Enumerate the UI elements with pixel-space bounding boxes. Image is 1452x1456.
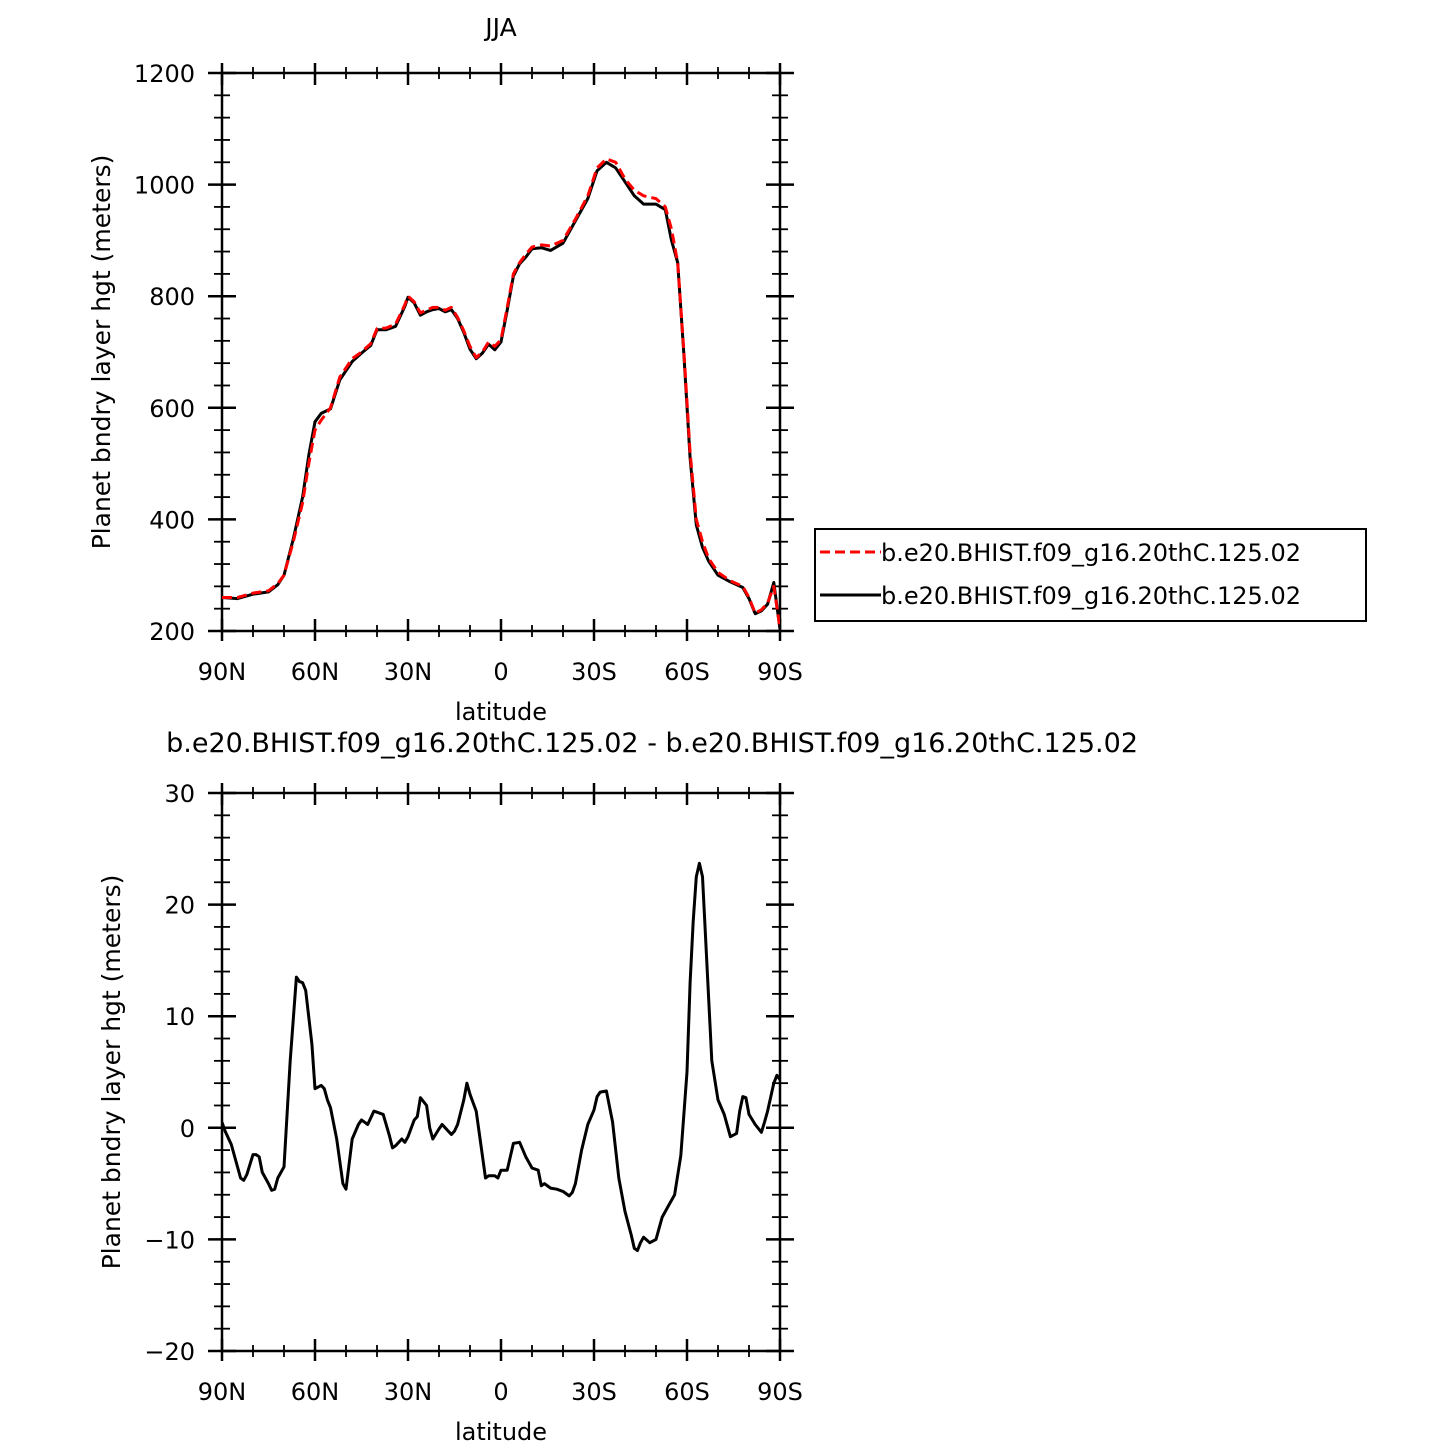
x-tick-label: 30S <box>571 658 617 686</box>
y-axis-label: Planet bndry layer hgt (meters) <box>87 155 116 550</box>
x-tick-label: 90N <box>198 1378 247 1406</box>
series-line-1 <box>222 861 780 1253</box>
series-line-1 <box>222 157 780 629</box>
x-tick-label: 60N <box>291 658 340 686</box>
y-tick-label: 200 <box>149 618 195 646</box>
y-tick-label: 1000 <box>134 172 195 200</box>
y-tick-label: −20 <box>144 1338 195 1366</box>
x-tick-label: 0 <box>493 1378 508 1406</box>
legend-box <box>814 528 1367 622</box>
x-tick-label: 30S <box>571 1378 617 1406</box>
legend: b.e20.BHIST.f09_g16.20thC.125.02 b.e20.BH… <box>814 528 1367 622</box>
x-tick-label: 60S <box>664 658 710 686</box>
x-tick-label: 90S <box>757 1378 803 1406</box>
x-tick-label: 30N <box>384 1378 433 1406</box>
panel-2: 90N 60N 30N 0 30S 60S 90S −20 −10 0 10 20 30 b.e20.BH… <box>97 728 1138 1446</box>
x-tick-label: 30N <box>384 658 433 686</box>
y-tick-label: 10 <box>164 1003 195 1031</box>
x-axis-label: latitude <box>455 1418 547 1446</box>
y-tick-label: 20 <box>164 892 195 920</box>
x-tick-label: 60N <box>291 1378 340 1406</box>
chart-title: b.e20.BHIST.f09_g16.20thC.125.02 - b.e20… <box>166 728 1138 759</box>
x-tick-label: 90S <box>757 658 803 686</box>
plot-frame <box>220 71 782 633</box>
y-tick-label: −10 <box>144 1226 195 1254</box>
series-line-2 <box>222 160 780 630</box>
y-tick-label: 30 <box>164 780 195 808</box>
legend-label-1: b.e20.BHIST.f09_g16.20thC.125.02 <box>881 539 1301 567</box>
y-tick-label: 0 <box>180 1115 195 1143</box>
x-tick-label: 90N <box>198 658 247 686</box>
x-tick-label: 0 <box>493 658 508 686</box>
y-tick-label: 800 <box>149 283 195 311</box>
legend-label-2: b.e20.BHIST.f09_g16.20thC.125.02 <box>881 582 1301 610</box>
x-tick-label: 60S <box>664 1378 710 1406</box>
y-tick-label: 1200 <box>134 60 195 88</box>
panel-1: 90N 60N 30N 0 30S 60S 90S 200 400 600 800 1000 1200 J… <box>87 13 1367 726</box>
x-axis-label: latitude <box>455 698 547 726</box>
y-tick-label: 600 <box>149 395 195 423</box>
chart-title: JJA <box>483 13 516 42</box>
y-axis-label: Planet bndry layer hgt (meters) <box>97 875 126 1270</box>
y-tick-label: 400 <box>149 506 195 534</box>
